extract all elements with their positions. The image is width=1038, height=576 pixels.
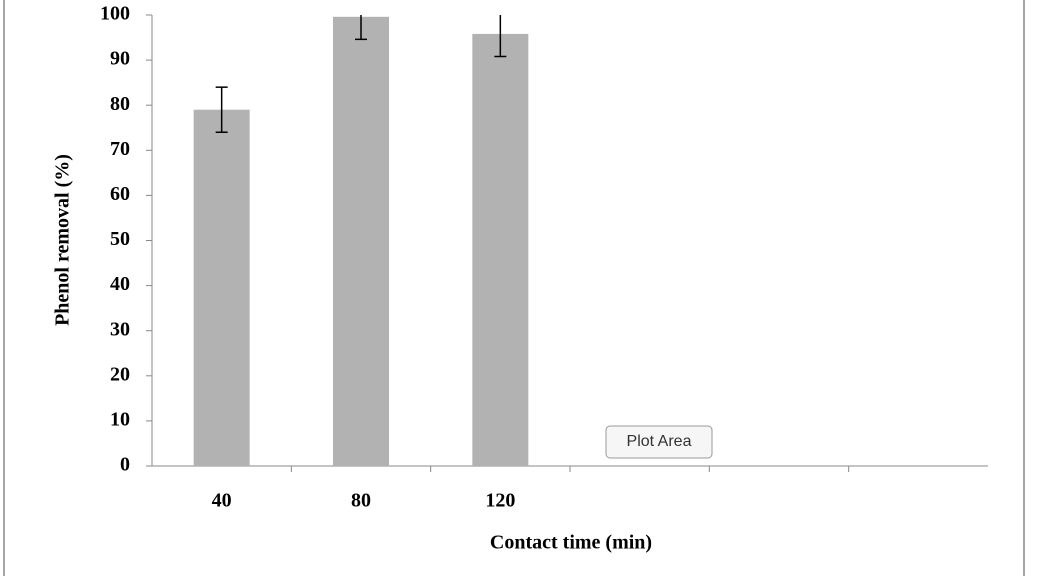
y-tick-label: 30 [110, 318, 130, 340]
tooltip: Plot Area [605, 425, 713, 459]
y-tick-label: 60 [110, 183, 130, 205]
y-tick-label: 0 [120, 454, 130, 476]
bar [333, 16, 389, 467]
y-tick-label: 40 [110, 273, 130, 295]
x-tick-label: 40 [212, 490, 232, 512]
bar [193, 109, 250, 467]
y-tick-label: 10 [110, 408, 130, 430]
y-tick-label: 50 [110, 228, 130, 250]
tooltip-box [605, 425, 713, 459]
y-tick-label: 70 [110, 138, 130, 160]
x-tick-label: 80 [351, 490, 371, 512]
error-bar [494, 15, 507, 58]
x-axis-label: Contact time (min) [490, 532, 652, 554]
y-tick-label: 20 [110, 363, 130, 385]
tooltip-text: Plot Area [627, 433, 692, 450]
y-tick-label: 100 [100, 3, 130, 25]
y-tick-label: 90 [110, 48, 130, 70]
y-tick-label: 80 [110, 93, 130, 115]
error-bar [355, 15, 367, 41]
error-bar [215, 86, 228, 134]
y-axis-label: Phenol removal (%) [52, 154, 74, 326]
x-tick-label: 120 [485, 490, 515, 512]
bar [472, 33, 529, 466]
